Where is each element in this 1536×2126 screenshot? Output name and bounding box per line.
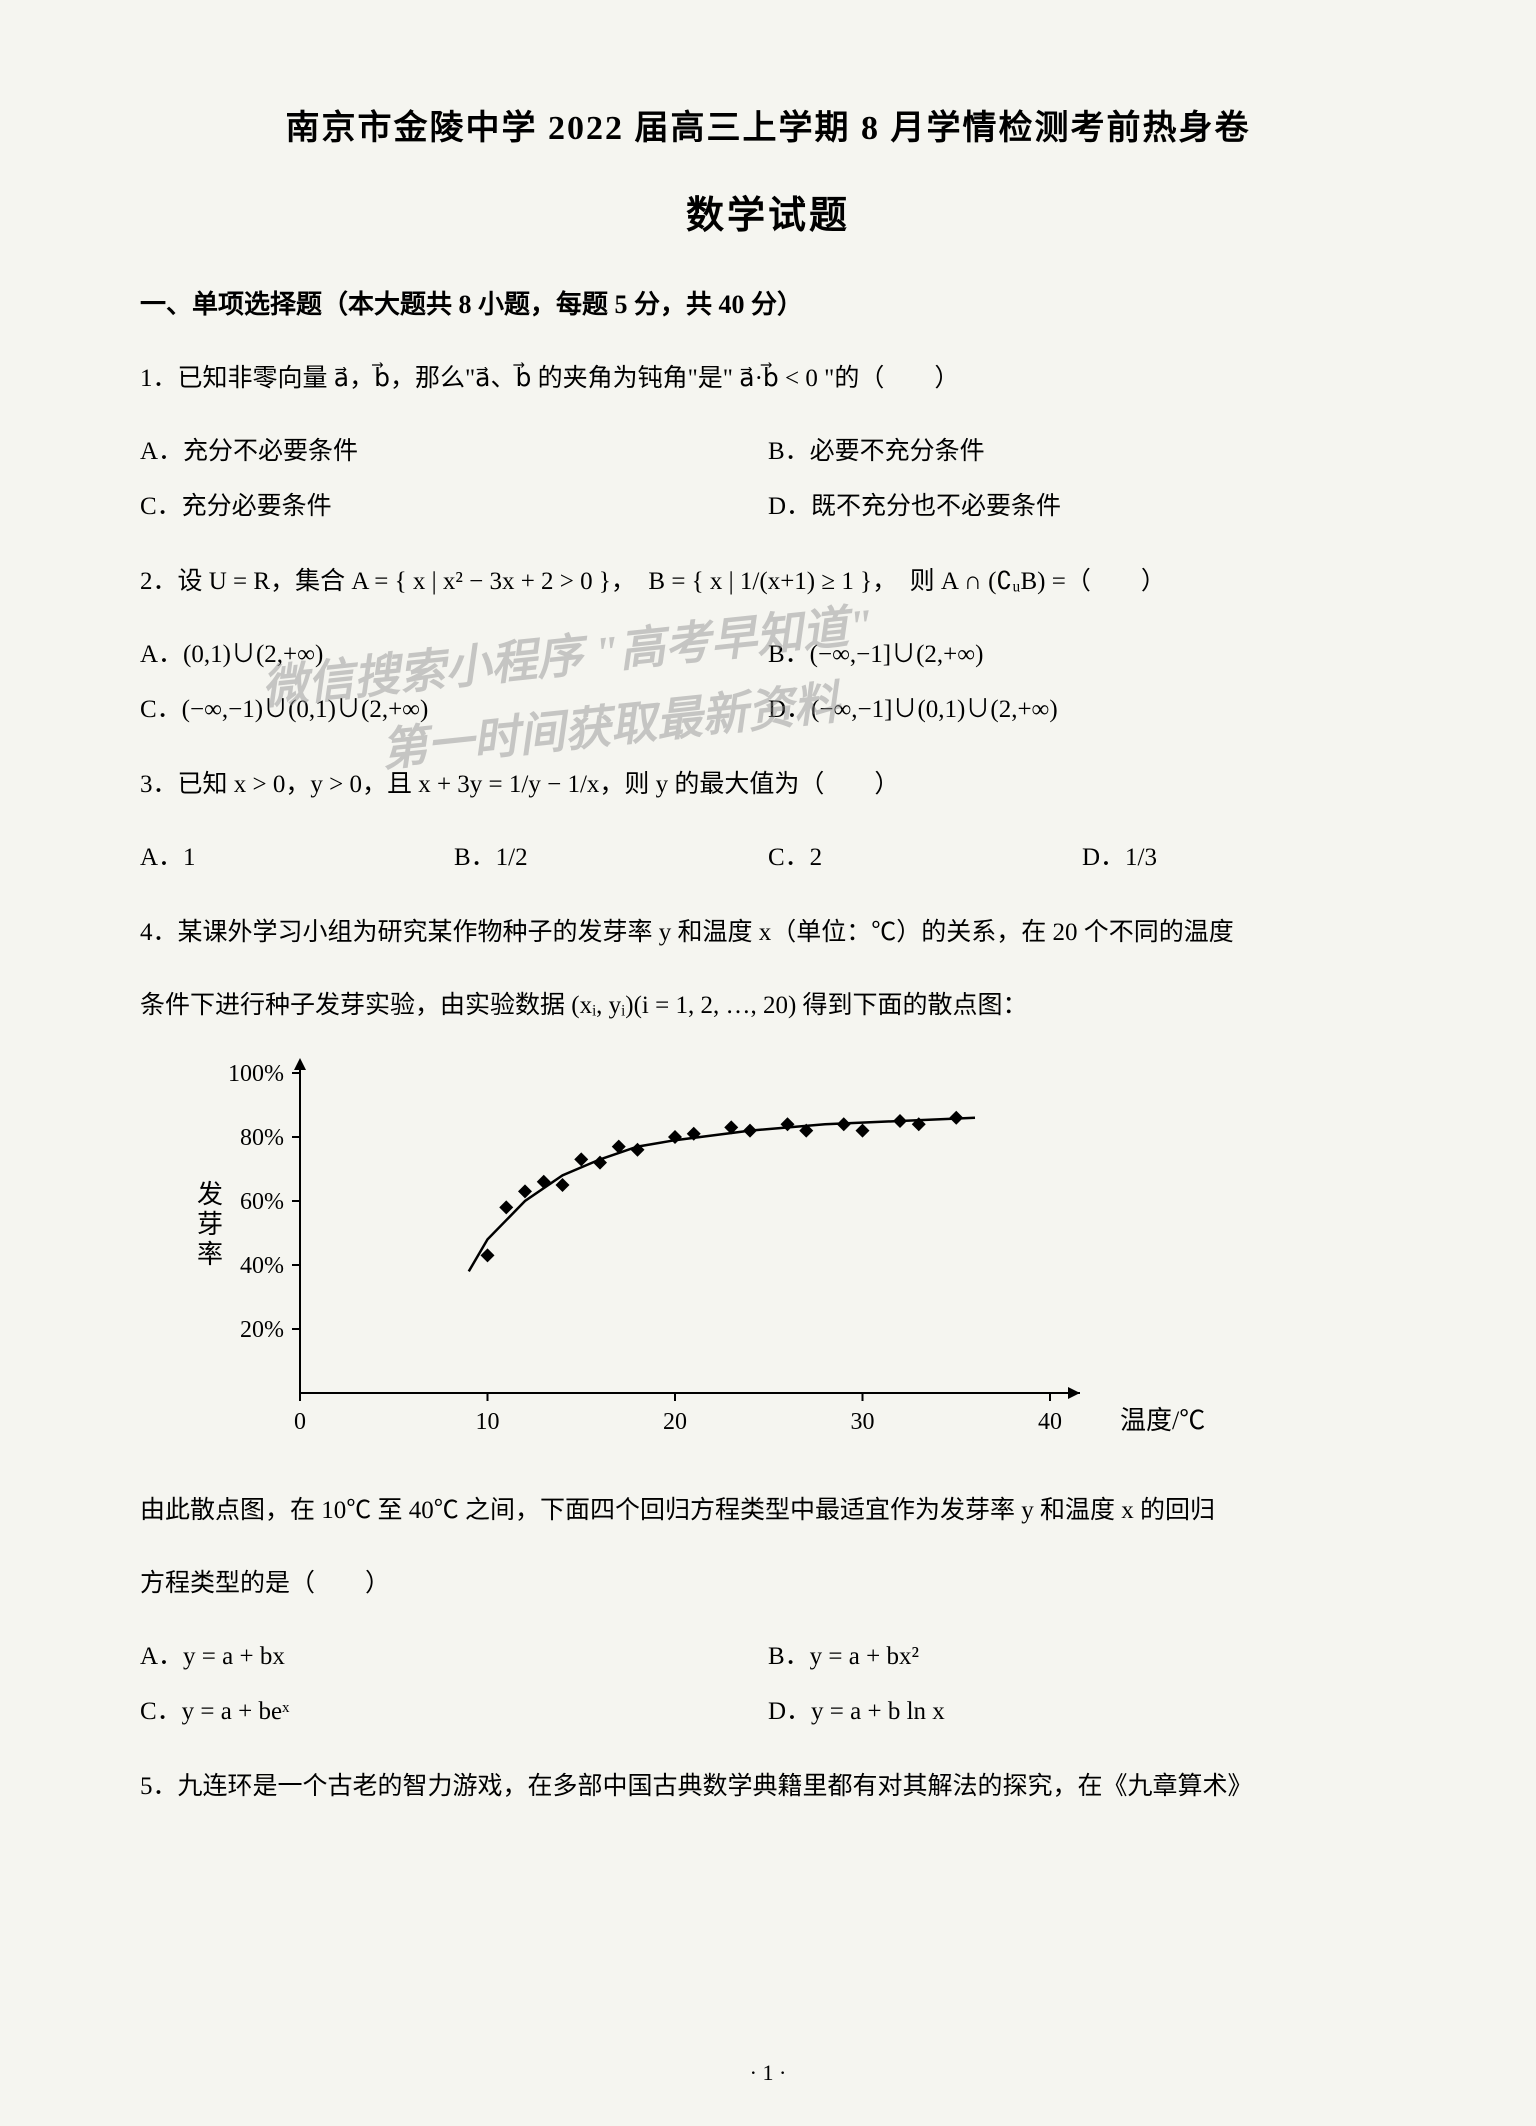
q3-opt-c: C．2 (768, 830, 1082, 885)
title-main: 南京市金陵中学 2022 届高三上学期 8 月学情检测考前热身卷 (140, 100, 1396, 149)
svg-text:20%: 20% (240, 1317, 284, 1343)
q4-opt-a: A．y = a + bx (140, 1629, 768, 1684)
page-number: · 1 · (0, 2060, 1536, 2086)
svg-text:10: 10 (476, 1409, 500, 1435)
q2-stem: 2．设 U = R，集合 A = { x | x² − 3x + 2 > 0 }… (140, 554, 1396, 609)
q1-opt-d: D．既不充分也不必要条件 (768, 479, 1396, 534)
q4-opt-d: D．y = a + b ln x (768, 1684, 1396, 1739)
q4-stem-line1: 4．某课外学习小组为研究某作物种子的发芽率 y 和温度 x（单位：℃）的关系，在… (140, 905, 1396, 960)
q1-stem: 1．已知非零向量 a⃗，b⃗，那么"a⃗、b⃗ 的夹角为钝角"是" a⃗·b⃗ … (140, 351, 1396, 406)
svg-text:20: 20 (663, 1409, 687, 1435)
q2-options: A．(0,1)∪(2,+∞) B．(−∞,−1]∪(2,+∞) C．(−∞,−1… (140, 627, 1396, 737)
q1-opt-b: B．必要不充分条件 (768, 424, 1396, 479)
q3-opt-a: A．1 (140, 830, 454, 885)
q3-options: A．1 B．1/2 C．2 D．1/3 (140, 830, 1396, 885)
section-1-head: 一、单项选择题（本大题共 8 小题，每题 5 分，共 40 分） (140, 284, 1396, 321)
svg-text:80%: 80% (240, 1125, 284, 1151)
svg-text:60%: 60% (240, 1189, 284, 1215)
q1-opt-c: C．充分必要条件 (140, 479, 768, 534)
q1-opt-a: A．充分不必要条件 (140, 424, 768, 479)
q3-stem: 3．已知 x > 0，y > 0，且 x + 3y = 1/y − 1/x，则 … (140, 757, 1396, 812)
svg-text:温度/℃: 温度/℃ (1120, 1406, 1205, 1435)
title-sub: 数学试题 (140, 184, 1396, 239)
q4-stem-line2: 条件下进行种子发芽实验，由实验数据 (xᵢ, yᵢ)(i = 1, 2, …, … (140, 978, 1396, 1033)
q1-options: A．充分不必要条件 B．必要不充分条件 C．充分必要条件 D．既不充分也不必要条… (140, 424, 1396, 534)
svg-text:发芽率: 发芽率 (197, 1180, 223, 1269)
q5-stem: 5．九连环是一个古老的智力游戏，在多部中国古典数学典籍里都有对其解法的探究，在《… (140, 1759, 1396, 1814)
svg-text:40: 40 (1038, 1409, 1062, 1435)
q4-stem-line3: 由此散点图，在 10℃ 至 40℃ 之间，下面四个回归方程类型中最适宜作为发芽率… (140, 1483, 1396, 1538)
q2-opt-b: B．(−∞,−1]∪(2,+∞) (768, 627, 1396, 682)
q3-opt-d: D．1/3 (1082, 830, 1396, 885)
q4-opt-c: C．y = a + beˣ (140, 1684, 768, 1739)
q4-opt-b: B．y = a + bx² (768, 1629, 1396, 1684)
q2-opt-d: D．(−∞,−1]∪(0,1)∪(2,+∞) (768, 682, 1396, 737)
q3-opt-b: B．1/2 (454, 830, 768, 885)
q2-opt-a: A．(0,1)∪(2,+∞) (140, 627, 768, 682)
scatter-chart: 0 10 20 30 40 20% 40% 60% 80% 100% 温度/℃ 发芽率 (180, 1053, 1396, 1453)
q2-opt-c: C．(−∞,−1)∪(0,1)∪(2,+∞) (140, 682, 768, 737)
q4-options: A．y = a + bx B．y = a + bx² C．y = a + beˣ… (140, 1629, 1396, 1739)
svg-text:0: 0 (294, 1409, 306, 1435)
svg-text:100%: 100% (228, 1061, 284, 1087)
svg-text:40%: 40% (240, 1253, 284, 1279)
q4-stem-line4: 方程类型的是（ ） (140, 1556, 1396, 1611)
svg-text:30: 30 (851, 1409, 875, 1435)
